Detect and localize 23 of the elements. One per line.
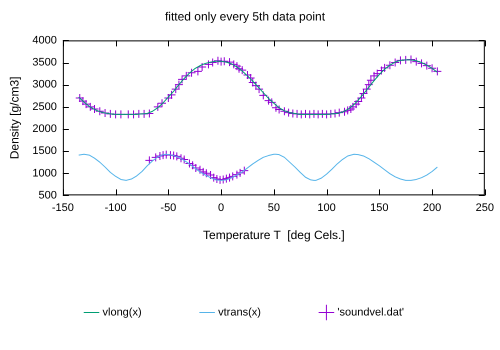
y-tick-label: 2500 xyxy=(32,100,57,113)
y-tick-label: 4000 xyxy=(32,34,57,46)
x-tick-label: 50 xyxy=(268,202,280,214)
x-tick-label: 200 xyxy=(422,202,442,214)
x-axis-title: Temperature T [deg Cels.] xyxy=(203,228,345,242)
chart-title: fitted only every 5th data point xyxy=(164,10,326,24)
y-tick-label: 500 xyxy=(38,189,57,202)
x-tick-label: 150 xyxy=(370,202,389,214)
x-tick-label: -150 xyxy=(52,202,74,214)
legend-label: 'soundvel.dat' xyxy=(337,306,404,319)
y-tick-label: 2000 xyxy=(32,123,57,136)
legend-label: vtrans(x) xyxy=(218,306,261,319)
legend-label: vlong(x) xyxy=(102,306,142,319)
y-axis-title: Density [g/cm3] xyxy=(8,76,22,160)
y-tick-label: 1000 xyxy=(32,167,57,180)
y-tick-label: 3000 xyxy=(32,78,57,91)
x-tick-label: 250 xyxy=(476,202,494,214)
x-tick-label: 0 xyxy=(218,202,224,214)
y-tick-label: 3500 xyxy=(32,56,57,69)
y-tick-label: 1500 xyxy=(32,145,57,158)
x-tick-label: -50 xyxy=(160,202,176,214)
x-tick-label: -100 xyxy=(104,202,127,214)
x-tick-label: 100 xyxy=(317,202,336,214)
